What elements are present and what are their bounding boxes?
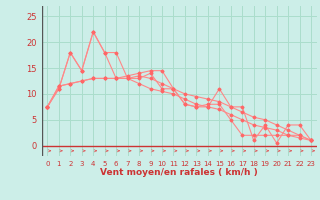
X-axis label: Vent moyen/en rafales ( km/h ): Vent moyen/en rafales ( km/h ) xyxy=(100,168,258,177)
